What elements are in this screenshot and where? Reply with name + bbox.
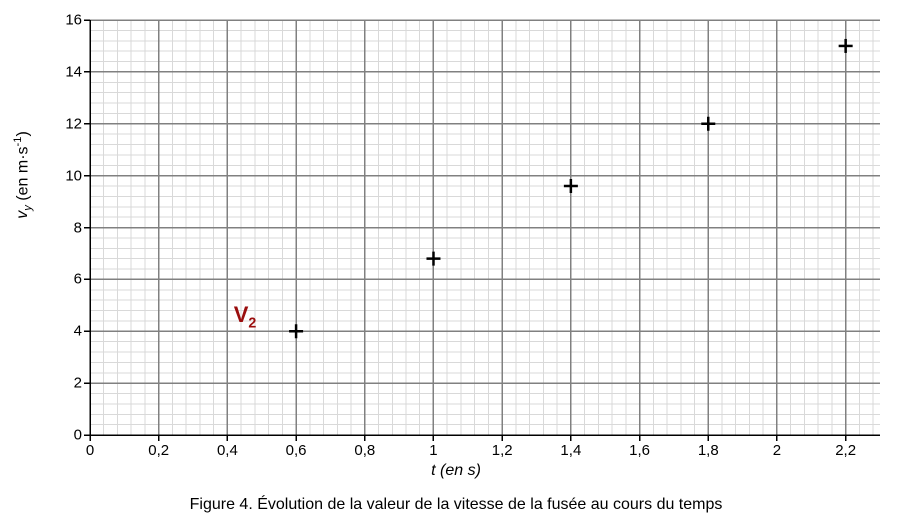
y-tick-label: 4: [74, 323, 82, 340]
x-tick-label: 0,4: [217, 442, 238, 459]
x-tick-label: 0,2: [148, 442, 169, 459]
x-tick-label: 2,2: [835, 442, 856, 459]
x-tick-label: 1,8: [698, 442, 719, 459]
x-tick-label: 0,8: [354, 442, 375, 459]
x-tick-label: 1,6: [629, 442, 650, 459]
y-tick-label: 2: [74, 375, 82, 392]
x-tick-label: 1,2: [492, 442, 513, 459]
y-tick-label: 8: [74, 219, 82, 236]
x-tick-label: 1: [429, 442, 437, 459]
y-tick-label: 10: [65, 167, 82, 184]
x-tick-label: 1,4: [560, 442, 581, 459]
x-tick-label: 0: [86, 442, 94, 459]
y-tick-label: 14: [65, 63, 82, 80]
x-axis-label: t (en s): [0, 462, 912, 480]
x-tick-label: 0,6: [286, 442, 307, 459]
figure-caption: Figure 4. Évolution de la valeur de la v…: [0, 496, 912, 514]
y-tick-label: 16: [65, 12, 82, 29]
y-tick-label: 0: [74, 427, 82, 444]
y-tick-label: 6: [74, 271, 82, 288]
x-tick-label: 2: [773, 442, 781, 459]
y-tick-label: 12: [65, 115, 82, 132]
y-axis-label: vy (en m·s-1): [12, 131, 35, 219]
chart-container: vy (en m·s-1) t (en s) Figure 4. Évoluti…: [0, 0, 912, 526]
